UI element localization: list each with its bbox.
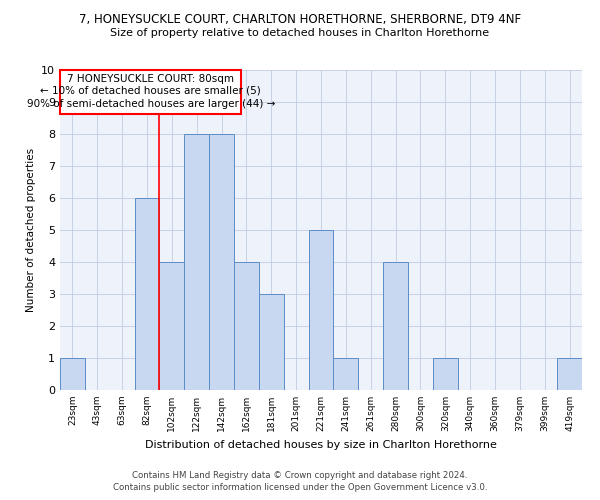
- Text: Contains HM Land Registry data © Crown copyright and database right 2024.: Contains HM Land Registry data © Crown c…: [132, 471, 468, 480]
- Bar: [209, 134, 234, 390]
- Bar: [383, 262, 408, 390]
- Text: Size of property relative to detached houses in Charlton Horethorne: Size of property relative to detached ho…: [110, 28, 490, 38]
- Text: 7, HONEYSUCKLE COURT, CHARLTON HORETHORNE, SHERBORNE, DT9 4NF: 7, HONEYSUCKLE COURT, CHARLTON HORETHORN…: [79, 12, 521, 26]
- Bar: [184, 134, 209, 390]
- Bar: [160, 262, 184, 390]
- Text: Contains public sector information licensed under the Open Government Licence v3: Contains public sector information licen…: [113, 484, 487, 492]
- Bar: [308, 230, 334, 390]
- Bar: [134, 198, 160, 390]
- Bar: [60, 358, 85, 390]
- Bar: [334, 358, 358, 390]
- Bar: [259, 294, 284, 390]
- Bar: [234, 262, 259, 390]
- FancyBboxPatch shape: [60, 70, 241, 114]
- Text: ← 10% of detached houses are smaller (5): ← 10% of detached houses are smaller (5): [40, 86, 261, 96]
- Y-axis label: Number of detached properties: Number of detached properties: [26, 148, 35, 312]
- X-axis label: Distribution of detached houses by size in Charlton Horethorne: Distribution of detached houses by size …: [145, 440, 497, 450]
- Text: 90% of semi-detached houses are larger (44) →: 90% of semi-detached houses are larger (…: [26, 98, 275, 108]
- Bar: [433, 358, 458, 390]
- Bar: [557, 358, 582, 390]
- Text: 7 HONEYSUCKLE COURT: 80sqm: 7 HONEYSUCKLE COURT: 80sqm: [67, 74, 234, 84]
